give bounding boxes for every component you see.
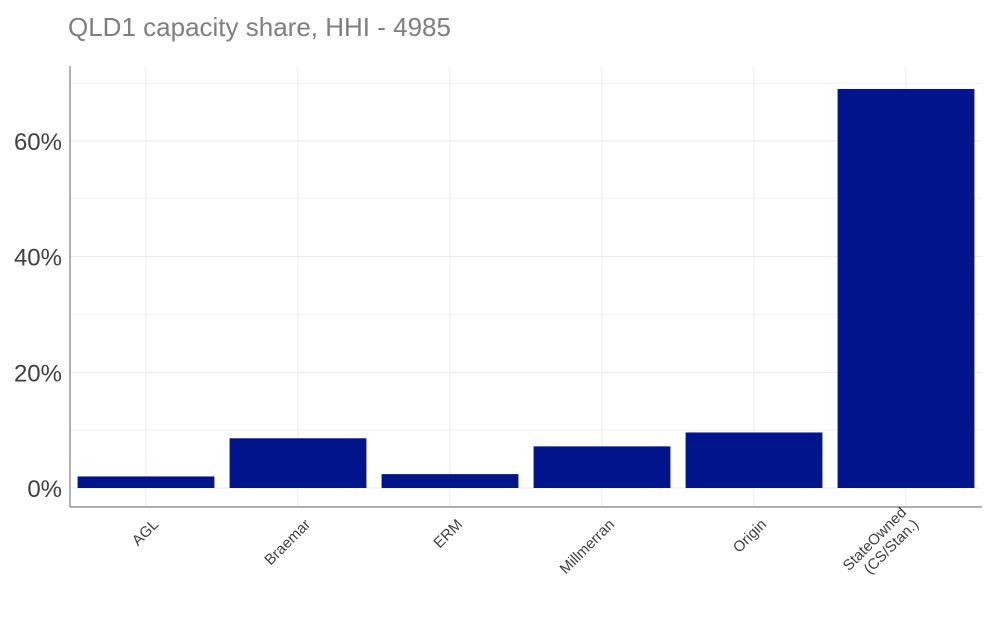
x-tick-label: StateOwned(CS/Stan.)	[840, 504, 922, 578]
x-tick-label: ERM	[430, 516, 466, 552]
x-tick-label-line: Millmerran	[557, 516, 619, 578]
bar	[533, 446, 671, 488]
x-tick-label: AGL	[129, 516, 162, 549]
x-tick-label-line: AGL	[129, 516, 162, 549]
x-tick-label-line: Braemar	[261, 516, 314, 569]
x-tick-label: Origin	[730, 516, 770, 556]
x-tick-label: Braemar	[261, 516, 314, 569]
bars	[77, 88, 975, 488]
x-tick-label: Millmerran	[557, 516, 619, 578]
bar	[685, 432, 823, 488]
x-tick-label-line: ERM	[430, 516, 466, 552]
y-tick-labels: 0% 20% 40% 60%	[14, 129, 62, 503]
bar	[77, 476, 215, 488]
y-tick-label: 60%	[14, 129, 62, 156]
gridlines	[70, 66, 982, 507]
y-tick-label: 20%	[14, 360, 62, 387]
chart-title: QLD1 capacity share, HHI - 4985	[68, 12, 451, 42]
axes	[69, 66, 982, 508]
x-tick-labels: AGL Braemar ERM Millmerran Origin StateOwned(…	[129, 504, 922, 578]
bar	[837, 88, 975, 488]
y-tick-label: 0%	[27, 476, 62, 503]
bar	[381, 474, 519, 488]
y-tick-label: 40%	[14, 245, 62, 272]
x-tick-label-line: Origin	[730, 516, 770, 556]
bar	[229, 438, 367, 488]
